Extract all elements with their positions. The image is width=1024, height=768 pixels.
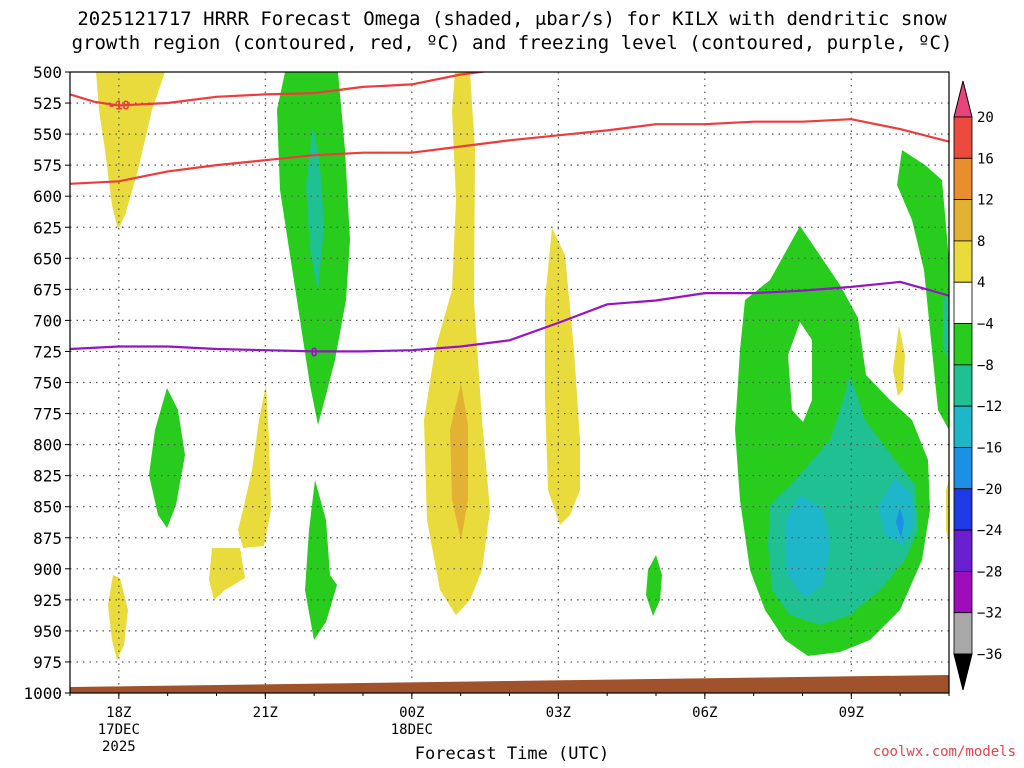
omega-region bbox=[646, 555, 662, 616]
omega-shading bbox=[96, 72, 949, 660]
colorbar-label: −16 bbox=[977, 440, 1002, 456]
y-tick-label: 525 bbox=[33, 94, 62, 113]
y-tick-label: 500 bbox=[33, 63, 62, 82]
omega-region bbox=[305, 480, 337, 640]
colorbar-label: −28 bbox=[977, 564, 1002, 580]
contour-label: -18 bbox=[108, 98, 130, 112]
colorbar-box bbox=[953, 323, 973, 366]
colorbar-box bbox=[953, 612, 973, 655]
colorbar-label: −24 bbox=[977, 523, 1002, 539]
colorbar-label: −20 bbox=[977, 482, 1002, 498]
chart-title-line1: 2025121717 HRRR Forecast Omega (shaded, … bbox=[77, 8, 947, 30]
colorbar-box bbox=[953, 405, 973, 448]
colorbar-box bbox=[953, 199, 973, 242]
colorbar-box bbox=[953, 447, 973, 490]
x-tick-label: 00Z bbox=[399, 705, 424, 721]
colorbar-box bbox=[953, 488, 973, 531]
omega-region bbox=[424, 72, 490, 615]
omega-region bbox=[306, 125, 324, 293]
colorbar-box bbox=[953, 281, 973, 324]
contour-line bbox=[70, 72, 490, 107]
colorbar-label: 4 bbox=[977, 275, 985, 291]
omega-region bbox=[149, 388, 185, 528]
contour-line bbox=[70, 118, 949, 185]
colorbar-arrow-top bbox=[953, 80, 973, 118]
y-tick-label: 775 bbox=[33, 405, 62, 424]
omega-region bbox=[545, 228, 580, 525]
contour-lines: -18 0 bbox=[70, 72, 949, 359]
omega-region bbox=[946, 480, 949, 545]
credit-text: coolwx.com/models bbox=[872, 744, 1016, 760]
omega-region bbox=[209, 548, 245, 600]
colorbar: 20 16 12 8 4 −4 −8 −12 −16 −20 −24 −28 −32 −36 bbox=[953, 80, 1002, 691]
y-tick-label: 675 bbox=[33, 280, 62, 299]
colorbar-box bbox=[953, 157, 973, 201]
colorbar-box bbox=[953, 570, 973, 614]
x-tick-label: 18Z bbox=[106, 705, 131, 721]
contour-label: 0 bbox=[311, 345, 318, 359]
y-tick-label: 925 bbox=[33, 591, 62, 610]
colorbar-label: −36 bbox=[977, 647, 1002, 663]
x-tick-label: 21Z bbox=[253, 705, 278, 721]
omega-region bbox=[238, 385, 271, 548]
contour-line bbox=[70, 280, 949, 353]
omega-region bbox=[450, 383, 468, 540]
omega-region bbox=[943, 290, 949, 365]
omega-region bbox=[893, 325, 905, 396]
omega-region bbox=[96, 72, 165, 230]
colorbar-label: −8 bbox=[977, 358, 994, 374]
colorbar-label: 8 bbox=[977, 234, 985, 250]
x-tick-label: 03Z bbox=[546, 705, 571, 721]
y-tick-label: 875 bbox=[33, 529, 62, 548]
y-tick-label: 900 bbox=[33, 560, 62, 579]
terrain-fill bbox=[70, 675, 949, 693]
y-tick-label: 725 bbox=[33, 342, 62, 361]
terrain-polygon bbox=[70, 675, 949, 693]
omega-region bbox=[108, 575, 128, 660]
x-tick-sublabel: 17DEC bbox=[98, 722, 140, 738]
y-axis: 500 525 550 575 600 625 650 675 700 725 750 775 800 8… bbox=[23, 63, 70, 703]
x-tick-sublabel: 18DEC bbox=[391, 722, 433, 738]
omega-region bbox=[896, 508, 904, 538]
y-tick-label: 625 bbox=[33, 218, 62, 237]
omega-region bbox=[897, 150, 949, 430]
colorbar-box bbox=[953, 240, 973, 283]
colorbar-box bbox=[953, 364, 973, 407]
y-tick-label: 700 bbox=[33, 311, 62, 330]
x-axis-title: Forecast Time (UTC) bbox=[414, 744, 610, 764]
y-tick-label: 600 bbox=[33, 187, 62, 206]
colorbar-label: −32 bbox=[977, 606, 1002, 622]
y-tick-label: 800 bbox=[33, 436, 62, 455]
omega-region bbox=[788, 322, 812, 422]
y-tick-label: 750 bbox=[33, 374, 62, 393]
x-tick-label: 06Z bbox=[692, 705, 717, 721]
colorbar-arrow-bottom bbox=[953, 653, 973, 691]
colorbar-label: −12 bbox=[977, 399, 1002, 415]
y-tick-label: 975 bbox=[33, 653, 62, 672]
omega-region bbox=[785, 495, 830, 598]
y-tick-label: 550 bbox=[33, 125, 62, 144]
colorbar-label: −4 bbox=[977, 317, 994, 333]
colorbar-label: 16 bbox=[977, 151, 994, 167]
x-tick-label: 09Z bbox=[839, 705, 864, 721]
omega-region bbox=[878, 478, 914, 545]
y-tick-label: 575 bbox=[33, 156, 62, 175]
colorbar-box bbox=[953, 116, 973, 159]
colorbar-label: 12 bbox=[977, 193, 994, 209]
y-tick-label: 950 bbox=[33, 622, 62, 641]
colorbar-box bbox=[953, 529, 973, 572]
y-tick-label: 1000 bbox=[23, 684, 62, 703]
x-tick-sublabel: 2025 bbox=[102, 739, 136, 755]
chart-title-line2: growth region (contoured, red, ºC) and f… bbox=[71, 32, 953, 54]
y-tick-label: 850 bbox=[33, 498, 62, 517]
colorbar-label: 20 bbox=[977, 110, 994, 126]
y-tick-label: 825 bbox=[33, 467, 62, 486]
y-tick-label: 650 bbox=[33, 249, 62, 268]
